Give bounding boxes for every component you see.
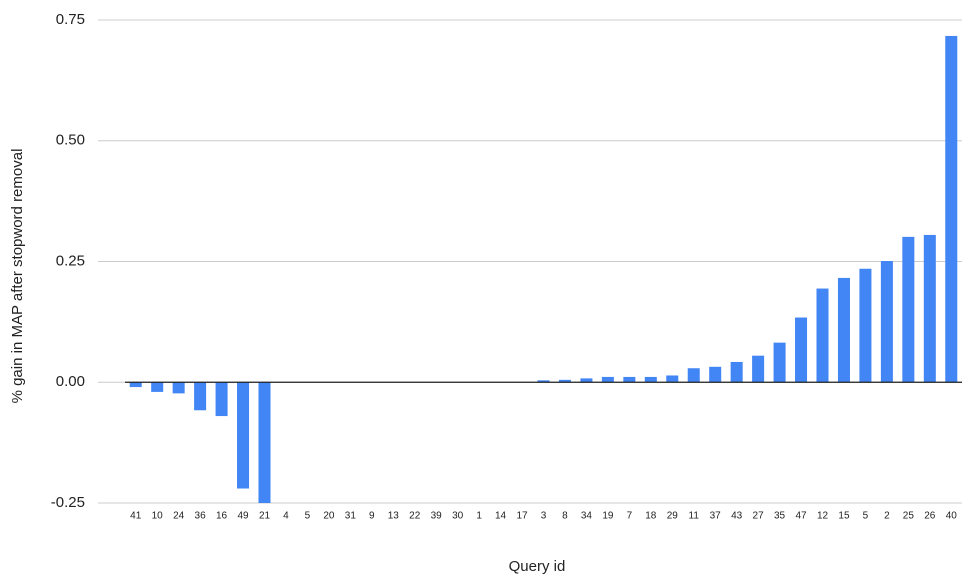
bar [945, 35, 958, 383]
bar [752, 355, 765, 383]
x-tick-label: 40 [946, 511, 958, 522]
bar [151, 382, 164, 392]
x-tick-label: 21 [259, 511, 271, 522]
bar [923, 234, 936, 383]
x-tick-label: 30 [452, 511, 464, 522]
x-tick-label: 11 [689, 511, 700, 522]
x-tick-label: 3 [541, 511, 547, 522]
x-tick-label: 20 [323, 511, 335, 522]
bar [687, 368, 700, 383]
y-tick-label: -0.25 [51, 494, 85, 511]
bar [837, 277, 850, 383]
y-tick-label: 0.75 [56, 11, 85, 28]
x-tick-label: 4 [283, 511, 289, 522]
bar [666, 375, 679, 383]
x-tick-label: 19 [602, 511, 614, 522]
x-tick-label: 16 [216, 511, 228, 522]
y-tick-label: 0.50 [56, 132, 85, 149]
bar [773, 342, 786, 383]
bar [129, 382, 142, 388]
x-tick-label: 49 [237, 511, 249, 522]
bar [258, 382, 271, 503]
bar [194, 382, 207, 411]
x-tick-label: 37 [710, 511, 722, 522]
x-tick-label: 9 [369, 511, 375, 522]
x-tick-label: 31 [345, 511, 357, 522]
bar [580, 378, 593, 383]
bar [172, 382, 185, 394]
x-tick-label: 13 [388, 511, 400, 522]
bar [644, 376, 657, 383]
x-tick-label: 43 [731, 511, 743, 522]
bar [709, 366, 722, 383]
x-tick-label: 2 [884, 511, 890, 522]
x-tick-label: 10 [152, 511, 164, 522]
bar [623, 376, 636, 383]
bar [237, 382, 250, 489]
y-tick-label: 0.25 [56, 252, 85, 269]
bar [880, 261, 893, 383]
x-tick-label: 7 [627, 511, 633, 522]
x-tick-label: 29 [667, 511, 679, 522]
x-tick-label: 15 [838, 511, 850, 522]
bar [816, 288, 829, 383]
bar [215, 382, 228, 417]
x-tick-label: 35 [774, 511, 786, 522]
bar [902, 236, 915, 383]
x-tick-label: 8 [562, 511, 568, 522]
bar [601, 376, 614, 383]
bar [537, 380, 550, 383]
x-tick-label: 14 [495, 511, 507, 522]
y-axis-title: % gain in MAP after stopword removal [9, 149, 26, 404]
x-tick-label: 34 [581, 511, 593, 522]
x-tick-label: 12 [817, 511, 829, 522]
x-axis-title: Query id [509, 558, 566, 575]
bar [730, 361, 743, 383]
x-tick-label: 17 [516, 511, 528, 522]
x-tick-label: 27 [753, 511, 765, 522]
x-tick-label: 22 [409, 511, 421, 522]
x-tick-label: 18 [645, 511, 657, 522]
x-tick-label: 1 [476, 511, 482, 522]
x-tick-label: 47 [795, 511, 807, 522]
bar [795, 317, 808, 383]
x-tick-label: 39 [431, 511, 443, 522]
x-tick-label: 25 [903, 511, 915, 522]
bar [859, 268, 872, 383]
x-tick-label: 41 [130, 511, 142, 522]
bar [558, 379, 571, 383]
x-tick-label: 36 [195, 511, 207, 522]
y-tick-label: 0.00 [56, 373, 85, 390]
x-tick-label: 5 [863, 511, 869, 522]
x-tick-label: 26 [924, 511, 936, 522]
x-tick-label: 24 [173, 511, 185, 522]
x-tick-label: 5 [305, 511, 311, 522]
